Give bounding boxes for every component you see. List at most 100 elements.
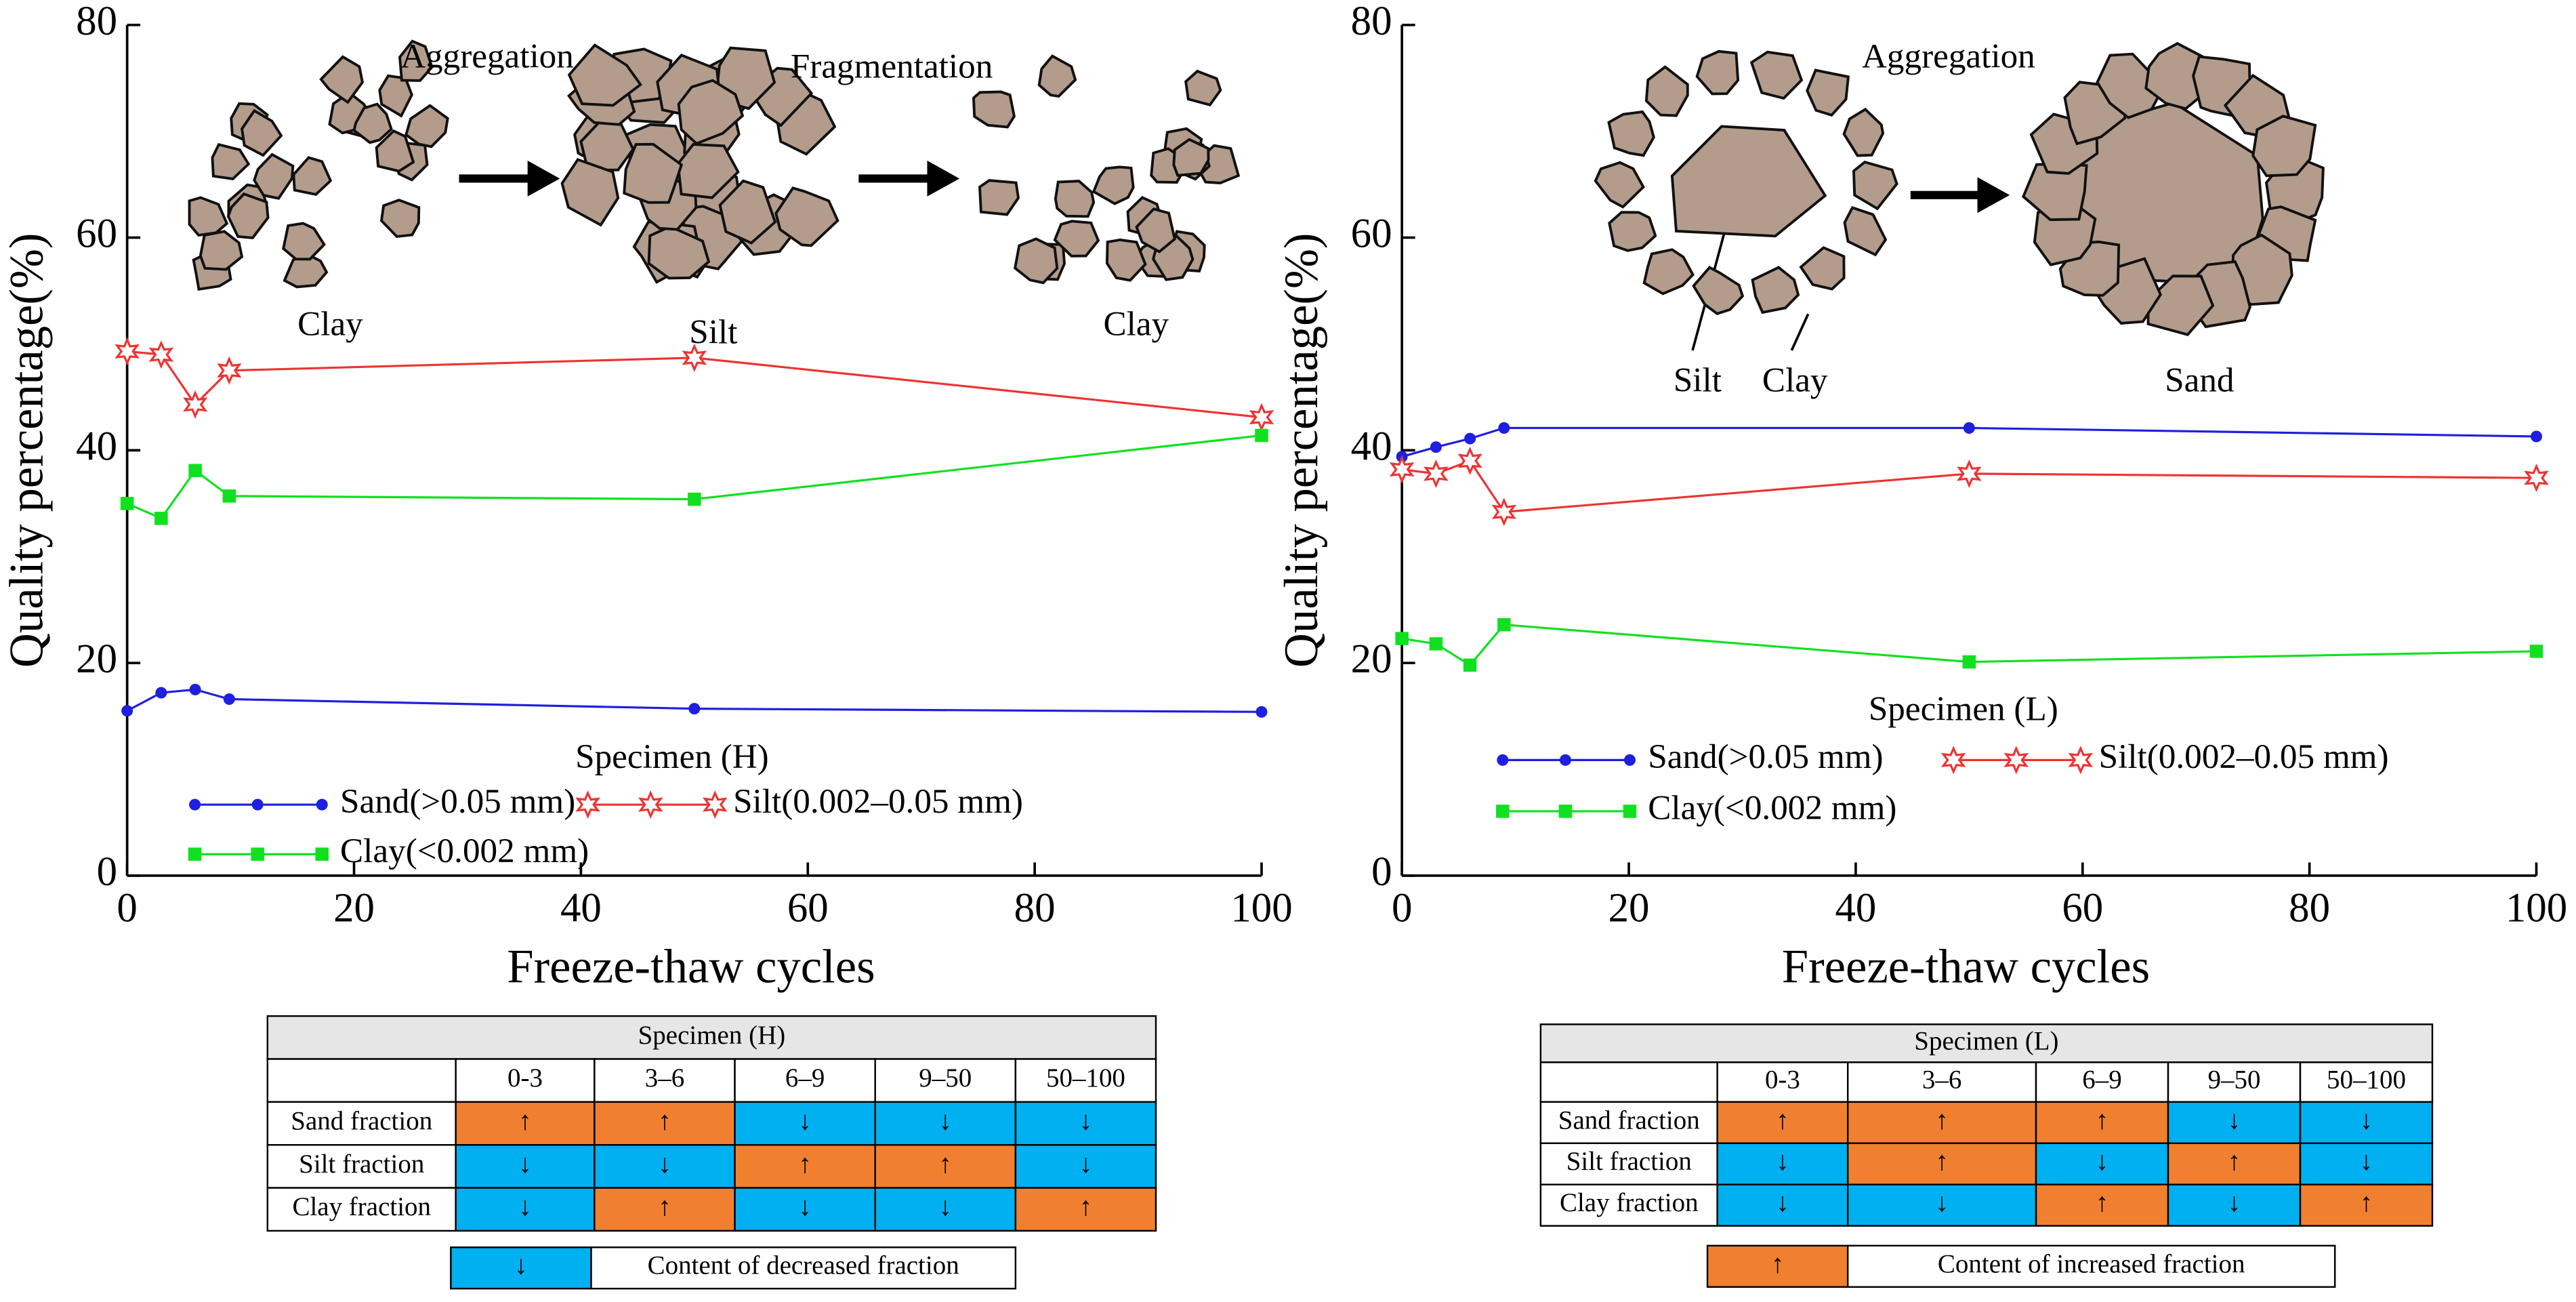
trend-arrow: ↓: [518, 1192, 532, 1221]
table-cell: [266, 1058, 457, 1103]
marker: [688, 703, 701, 715]
x-tick-label: 20: [333, 886, 375, 931]
trend-cell: [455, 1101, 596, 1146]
y-tick-label: 0: [97, 849, 117, 895]
trend-arrow: ↓: [798, 1106, 812, 1135]
column-header: 3–6: [1922, 1065, 1961, 1095]
illustration-label: Clay: [1762, 361, 1828, 399]
illustration-label: Clay: [297, 305, 363, 344]
marker: [1424, 460, 1449, 489]
series-line: [1401, 426, 2537, 458]
trend-arrow: ↓: [939, 1192, 953, 1221]
legend-marker: [251, 847, 264, 861]
marker: [223, 693, 235, 706]
legend-symbol: ↓: [514, 1251, 527, 1280]
particle: [567, 43, 643, 107]
column-header: 9–50: [919, 1063, 972, 1093]
column-header: 50–100: [1046, 1063, 1125, 1093]
y-axis-label: Quality percentage(%): [1275, 233, 1328, 668]
marker: [120, 497, 134, 510]
particle: [1184, 69, 1222, 106]
particle: [375, 129, 415, 173]
y-tick-label: 20: [76, 636, 117, 682]
legend-marker: [1940, 746, 1966, 775]
legend-marker: [638, 790, 663, 819]
trend-arrow: ↓: [518, 1150, 532, 1179]
legend-box: [590, 1246, 1017, 1290]
row-label: Sand fraction: [1558, 1105, 1700, 1135]
table-cell: [1716, 1061, 1849, 1103]
trend-cell: [1014, 1187, 1157, 1232]
illustration-label: Silt: [1674, 361, 1722, 399]
legend-box: [1846, 1244, 2336, 1288]
marker: [1389, 455, 1415, 484]
x-axis-label: Freeze-thaw cycles: [1782, 941, 2150, 994]
trend-arrow: ↓: [2096, 1147, 2109, 1176]
particle: [677, 79, 745, 146]
marker: [189, 683, 201, 695]
particle: [972, 90, 1016, 129]
marker: [183, 390, 208, 419]
trend-cell: [1014, 1143, 1157, 1189]
particle: [378, 74, 413, 118]
x-tick-label: 80: [1014, 886, 1056, 931]
particle: [2146, 274, 2215, 336]
particle: [1014, 237, 1059, 285]
particle: [1644, 65, 1689, 117]
marker: [217, 356, 242, 385]
legend-marker: [1623, 805, 1637, 818]
particle: [283, 251, 329, 289]
table-cell: [1539, 1142, 1718, 1185]
trend-arrow: ↑: [2360, 1188, 2373, 1217]
particle: [253, 152, 295, 200]
particle: [379, 199, 421, 239]
marker: [1429, 637, 1443, 651]
y-tick-label: 40: [1351, 424, 1392, 469]
illustration-label: Fragmentation: [791, 47, 993, 85]
particle: [560, 158, 620, 227]
table-cell: [594, 1058, 736, 1103]
trend-arrow: ↑: [2096, 1188, 2109, 1217]
annotation: Specimen (L): [1869, 689, 2058, 728]
particle: [1670, 125, 1827, 238]
trend-cell: [1716, 1183, 1849, 1227]
marker: [1498, 422, 1510, 434]
trend-cell: [455, 1187, 596, 1232]
trend-arrow: ↓: [2228, 1188, 2241, 1217]
marker: [1962, 655, 1976, 669]
particle: [1842, 107, 1885, 157]
legend-cell: [450, 1246, 592, 1290]
marker: [1255, 706, 1268, 718]
trend-arrow: ↑: [798, 1150, 812, 1179]
marker: [2524, 464, 2549, 493]
legend-label: Sand(>0.05 mm): [340, 782, 575, 821]
trend-cell: [594, 1101, 736, 1146]
trend-cell: [2035, 1142, 2169, 1185]
trend-arrow: ↓: [1776, 1147, 1789, 1176]
x-tick-label: 100: [2506, 886, 2567, 931]
legend-label: Silt(0.002–0.05 mm): [733, 782, 1023, 821]
particle: [404, 104, 449, 148]
trend-arrow: ↓: [2360, 1147, 2373, 1176]
trend-arrow: ↓: [939, 1106, 953, 1135]
illustration-label: Clay: [1103, 305, 1169, 344]
x-tick-label: 0: [1392, 886, 1412, 931]
particle: [2144, 41, 2211, 110]
particle: [2230, 233, 2293, 306]
marker: [1457, 446, 1482, 475]
particle: [1172, 138, 1210, 177]
particle: [211, 142, 251, 181]
trend-arrow: ↓: [798, 1192, 812, 1221]
table-cell: [266, 1101, 457, 1146]
x-tick-label: 20: [1608, 886, 1650, 931]
x-tick-label: 0: [117, 886, 137, 931]
trend-cell: [874, 1187, 1017, 1232]
legend-label: Silt(0.002–0.05 mm): [2099, 737, 2389, 776]
particle: [226, 192, 270, 239]
marker: [115, 337, 140, 366]
particle: [1852, 160, 1898, 211]
legend-text: Content of decreased fraction: [648, 1251, 959, 1280]
illustration-label: Sand: [2165, 361, 2234, 399]
particle: [398, 39, 434, 82]
